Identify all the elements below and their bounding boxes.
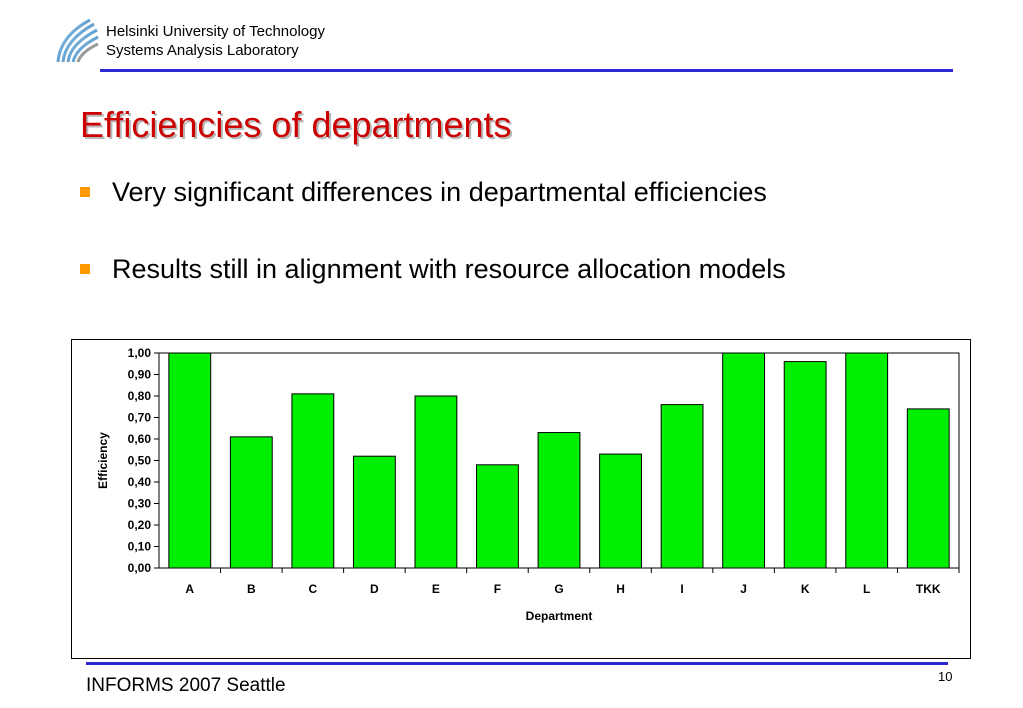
- bar-L: [845, 352, 889, 569]
- bar-I: [660, 404, 704, 569]
- bar-F: [476, 464, 519, 569]
- y-tick-label: 0,70: [128, 411, 152, 425]
- bar-D: [352, 455, 396, 569]
- bullet-list: Very significant differences in departme…: [80, 170, 786, 324]
- slide-title: Efficiencies of departments: [80, 104, 512, 145]
- x-tick-label: A: [185, 582, 194, 596]
- y-tick-label: 0,90: [128, 368, 152, 382]
- x-tick-label: B: [247, 582, 256, 596]
- y-axis-label: Efficiency: [96, 432, 110, 489]
- x-tick-label: H: [616, 582, 625, 596]
- organization-name: Helsinki University of Technology System…: [106, 22, 325, 60]
- org-line-1: Helsinki University of Technology: [106, 23, 325, 40]
- bullet-text: Very significant differences in departme…: [112, 176, 767, 207]
- footer-text: INFORMS 2007 Seattle: [86, 675, 286, 696]
- x-tick-label: TKK: [916, 582, 941, 596]
- bullet-square-icon: [80, 264, 90, 274]
- y-tick-label: 0,00: [128, 561, 152, 575]
- university-logo-icon: [56, 18, 99, 63]
- x-axis-label: Department: [526, 609, 593, 623]
- x-tick-label: G: [554, 582, 563, 596]
- bar-K: [783, 361, 827, 569]
- header-divider: [100, 69, 953, 72]
- bar-C: [291, 393, 335, 569]
- bar-TKK: [906, 408, 950, 569]
- y-tick-label: 0,40: [128, 475, 152, 489]
- x-tick-label: J: [740, 582, 747, 596]
- x-tick-label: E: [432, 582, 440, 596]
- y-tick-label: 0,80: [128, 389, 152, 403]
- page-number: 10: [938, 669, 953, 684]
- y-tick-label: 0,60: [128, 432, 152, 446]
- y-tick-label: 1,00: [128, 346, 152, 360]
- x-tick-label: L: [863, 582, 870, 596]
- y-tick-label: 0,10: [128, 540, 152, 554]
- org-line-2: Systems Analysis Laboratory: [106, 42, 299, 59]
- bar-H: [599, 453, 642, 569]
- bar-E: [414, 395, 458, 569]
- chart-container: 0,00 0,10 0,20 0,30 0,40 0,50 0,60 0,70 0,80 0,90…: [71, 339, 971, 659]
- x-tick-label: I: [680, 582, 683, 596]
- y-tick-label: 0,50: [128, 454, 152, 468]
- bar-B: [229, 436, 273, 569]
- bar-G: [537, 432, 581, 569]
- bullet-item: Very significant differences in departme…: [80, 170, 786, 214]
- y-tick-label: 0,20: [128, 518, 152, 532]
- bullet-text: Results still in alignment with resource…: [112, 253, 786, 284]
- x-tick-label: C: [309, 582, 318, 596]
- y-tick-label: 0,30: [128, 497, 152, 511]
- bar-A: [168, 352, 212, 569]
- x-tick-label: F: [494, 582, 501, 596]
- bar-J: [722, 352, 766, 569]
- x-tick-label: D: [370, 582, 379, 596]
- bullet-item: Results still in alignment with resource…: [80, 247, 786, 291]
- efficiency-bar-chart: 0,00 0,10 0,20 0,30 0,40 0,50 0,60 0,70 0,80 0,90…: [96, 346, 960, 623]
- footer-divider: [86, 662, 948, 665]
- bullet-square-icon: [80, 187, 90, 197]
- x-tick-label: K: [801, 582, 810, 596]
